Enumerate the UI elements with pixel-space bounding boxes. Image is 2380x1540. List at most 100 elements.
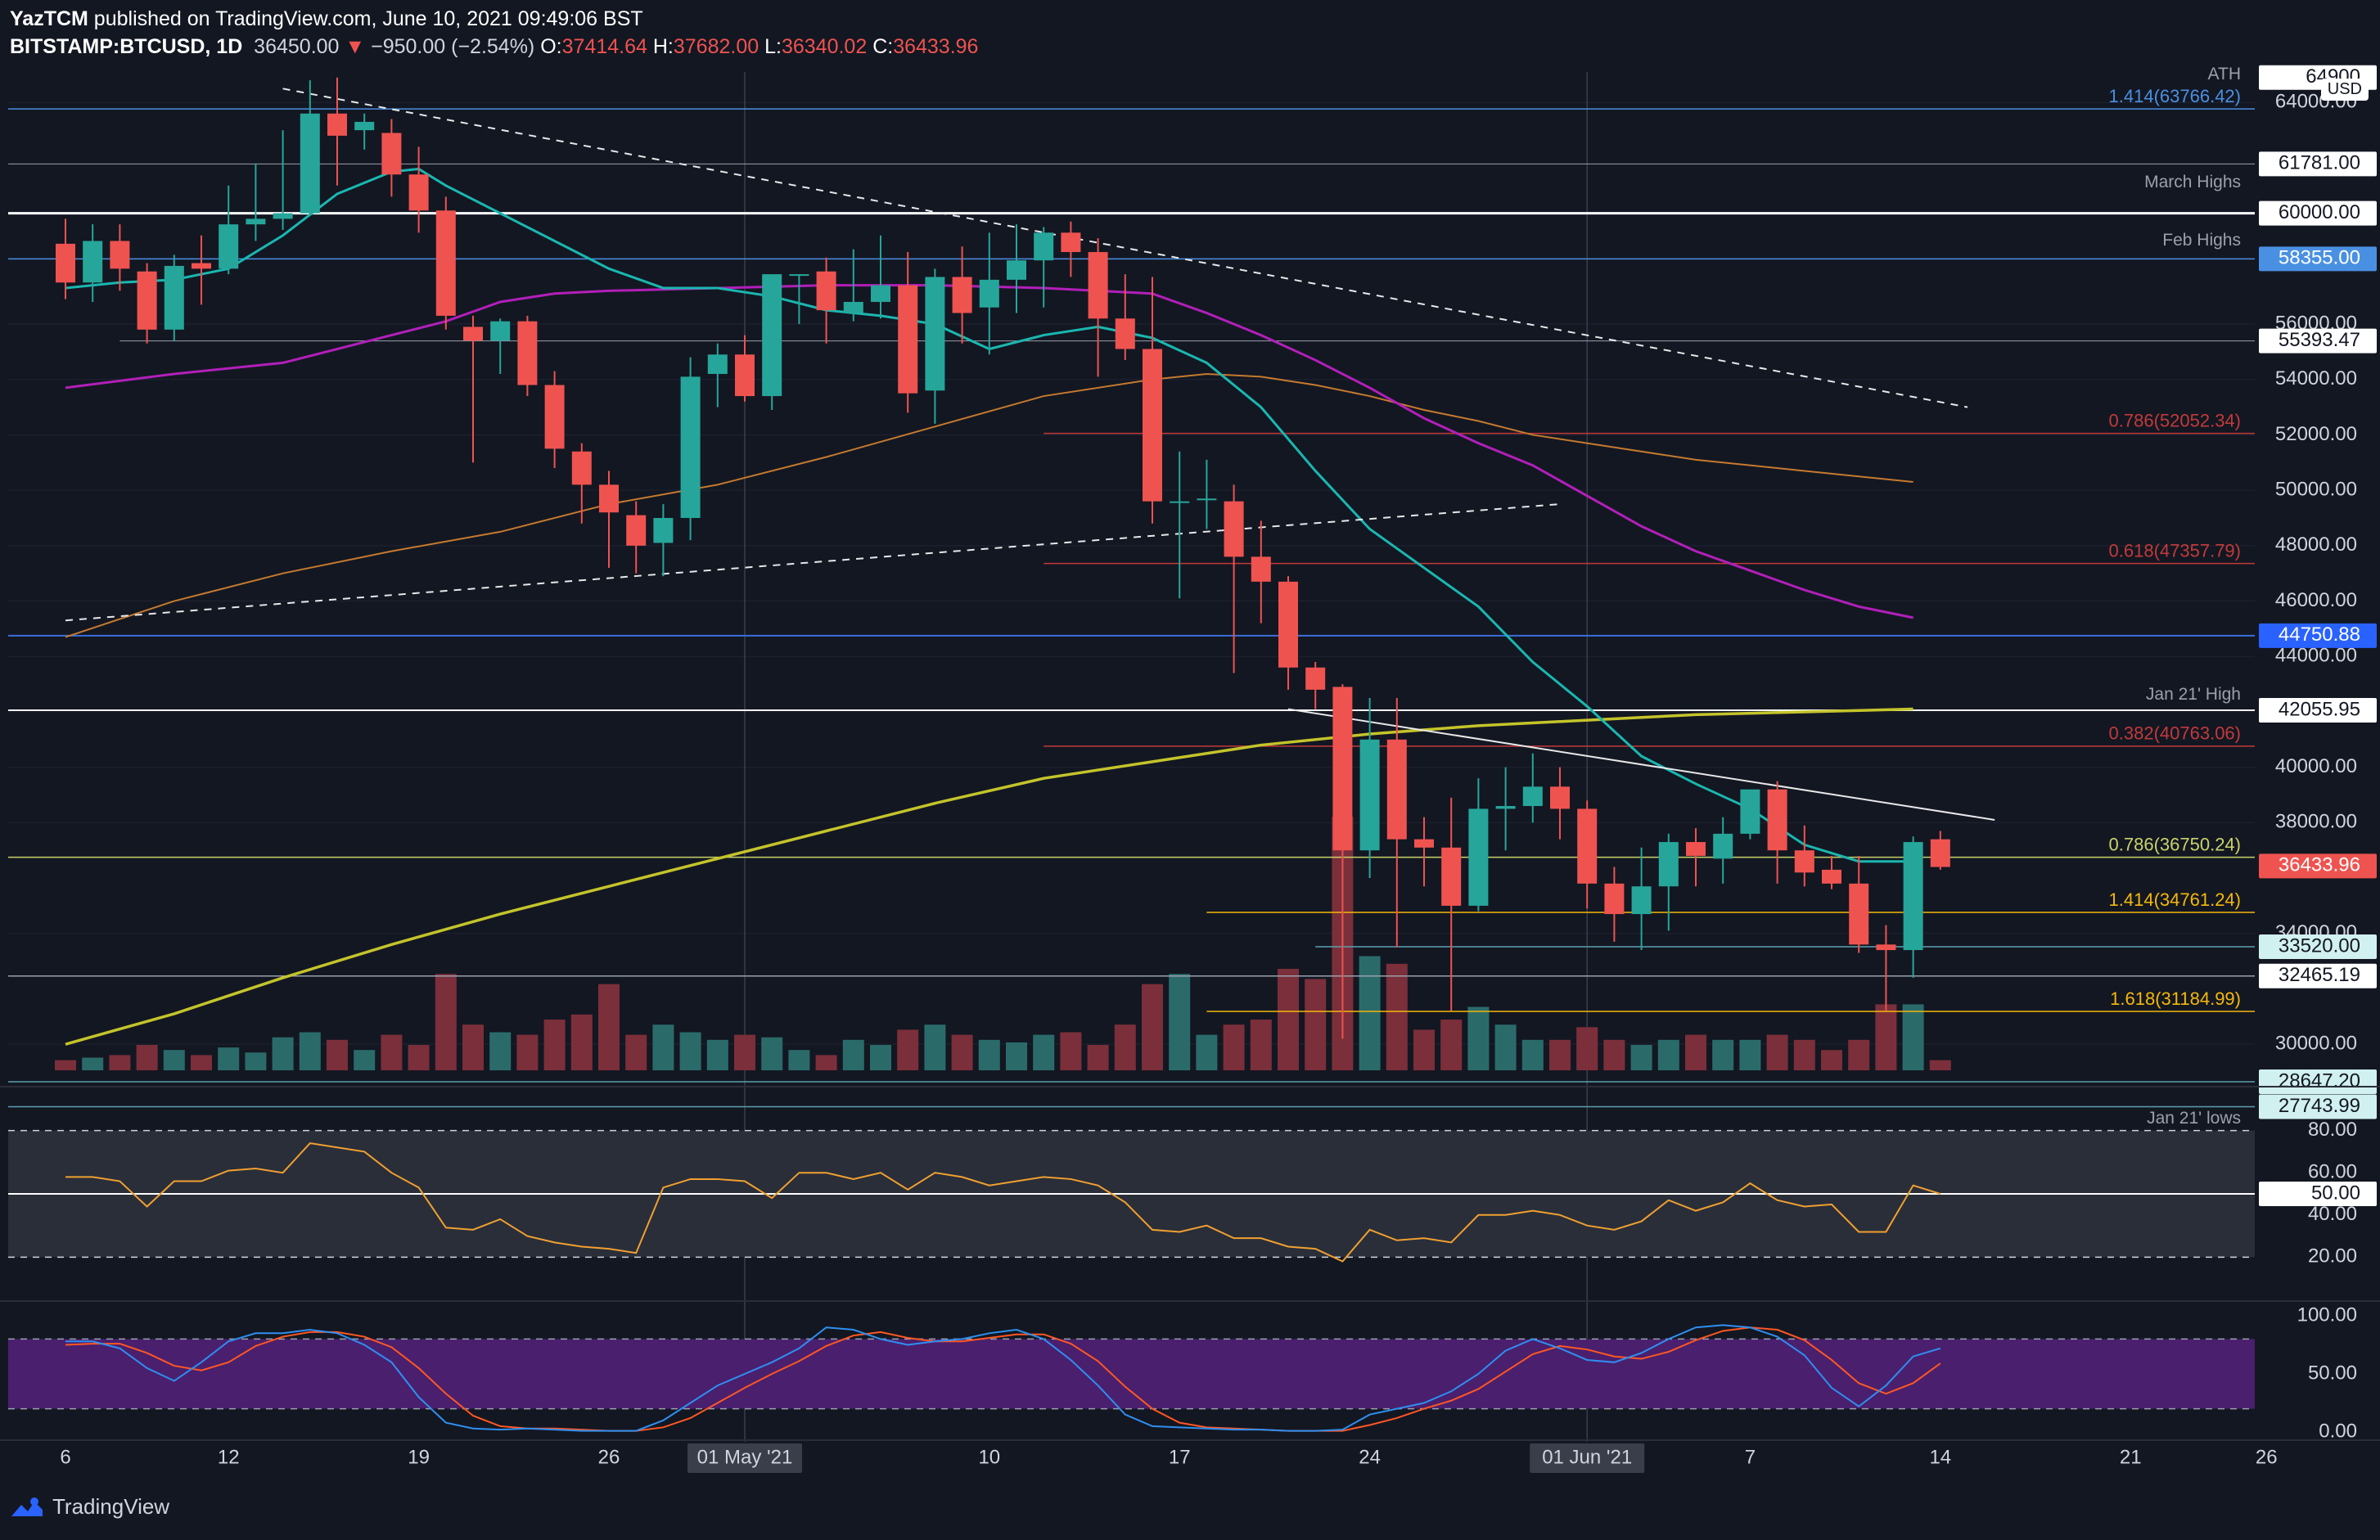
price-tick-label: 54000.00 xyxy=(2275,367,2357,390)
volume-bar xyxy=(815,1055,837,1070)
x-tick-label: 7 xyxy=(1745,1446,1756,1468)
price-tag-label: 61781.00 xyxy=(2279,152,2360,174)
candle-body xyxy=(1794,850,1814,873)
volume-bar xyxy=(1929,1060,1951,1070)
candle-body xyxy=(1822,869,1841,884)
volume-bar xyxy=(1603,1039,1625,1070)
candle-body xyxy=(1631,886,1652,915)
volume-bar xyxy=(218,1047,240,1070)
candle-body xyxy=(1876,944,1896,951)
volume-bar xyxy=(489,1032,512,1070)
open-value: 37414.64 xyxy=(561,35,647,58)
currency-chip[interactable]: USD xyxy=(2320,79,2369,101)
price-tick-label: 30000.00 xyxy=(2275,1032,2357,1054)
price-tick-label: 46000.00 xyxy=(2275,589,2357,611)
volume-bar xyxy=(570,1014,593,1070)
volume-bar xyxy=(1821,1050,1842,1070)
rsi-line xyxy=(65,1142,1941,1263)
candle-body xyxy=(1224,501,1244,557)
rsi-tick-label: 20.00 xyxy=(2308,1245,2357,1268)
candle-body xyxy=(1034,232,1054,261)
level-label: 1.414(34761.24) xyxy=(2109,889,2241,910)
volume-bar xyxy=(897,1029,919,1070)
price-tick-label: 38000.00 xyxy=(2275,811,2357,833)
candle-body xyxy=(164,265,184,330)
volume-bar xyxy=(924,1024,946,1070)
candle-body xyxy=(762,274,782,397)
x-tick-label: 26 xyxy=(598,1446,620,1468)
candle-body xyxy=(1061,232,1081,253)
candle-body xyxy=(381,133,402,175)
price-tag xyxy=(2259,934,2377,959)
publisher-name[interactable]: YazTCM xyxy=(10,7,88,30)
stoch-band xyxy=(8,1339,2255,1409)
stoch-tick-label: 50.00 xyxy=(2308,1362,2357,1384)
price-tick-label: 50000.00 xyxy=(2275,478,2357,500)
low-key: L: xyxy=(764,35,782,58)
high-key: H: xyxy=(652,35,674,58)
tradingview-logo-icon xyxy=(11,1497,43,1516)
stoch-tick-label: 0.00 xyxy=(2319,1420,2357,1442)
volume-bar xyxy=(951,1034,973,1070)
volume-bar xyxy=(543,1020,566,1070)
candle-body xyxy=(354,121,375,131)
volume-bar xyxy=(1305,979,1327,1070)
price-tag-label: 33520.00 xyxy=(2279,934,2360,957)
volume-bar xyxy=(1494,1024,1517,1070)
price-tick-label: 52000.00 xyxy=(2275,423,2357,445)
volume-bar xyxy=(55,1060,76,1070)
volume-bar xyxy=(191,1055,212,1070)
close-key: C: xyxy=(872,35,894,58)
candle-body xyxy=(408,174,429,211)
level-label: 0.382(40763.06) xyxy=(2109,723,2241,744)
candle-body xyxy=(1468,808,1489,906)
volume-bar xyxy=(1278,969,1299,1070)
candle-body xyxy=(1197,498,1217,501)
candle-body xyxy=(952,277,972,313)
volume-bar xyxy=(1521,1039,1544,1070)
candle-body xyxy=(1115,318,1135,349)
candle-body xyxy=(1550,786,1570,809)
candle-body xyxy=(1386,739,1407,840)
x-tick-label: 6 xyxy=(60,1446,70,1468)
volume-bar xyxy=(1114,1024,1136,1070)
symbol-label[interactable]: BITSTAMP:BTCUSD, 1D xyxy=(10,35,243,58)
volume-bar xyxy=(1386,963,1408,1070)
x-tick-label: 19 xyxy=(408,1446,430,1468)
down-arrow-icon: ▼ xyxy=(345,35,366,58)
price-tick-label: 40000.00 xyxy=(2275,755,2357,777)
rsi-tick-label: 40.00 xyxy=(2308,1203,2357,1225)
price-tick-label: 44000.00 xyxy=(2275,645,2357,667)
candle-body xyxy=(1495,806,1516,809)
tradingview-brand[interactable]: TradingView xyxy=(10,1494,169,1520)
x-tick-label: 01 May '21 xyxy=(697,1446,793,1468)
ma200-line xyxy=(65,707,1913,1046)
last-price: 36450.00 xyxy=(254,35,340,58)
candle-body xyxy=(56,243,75,283)
x-tick-label: 21 xyxy=(2120,1446,2142,1468)
candle-body xyxy=(571,451,592,485)
volume-bar xyxy=(1793,1039,1815,1070)
price-tag-label: 42055.95 xyxy=(2279,698,2360,720)
candle-body xyxy=(626,515,647,546)
annotation-label: Feb Highs xyxy=(2162,231,2241,250)
volume-bar xyxy=(381,1034,403,1070)
candle-body xyxy=(1332,687,1353,851)
candle-body xyxy=(925,277,945,391)
volume-bar xyxy=(706,1039,728,1070)
candle-body xyxy=(273,213,293,219)
volume-bar xyxy=(516,1034,539,1070)
volume-bar xyxy=(1467,1006,1490,1070)
volume-bar xyxy=(272,1037,294,1070)
candle-body xyxy=(110,241,130,269)
candle-body xyxy=(1143,349,1162,502)
volume-bar xyxy=(299,1032,321,1070)
candle-body xyxy=(1278,581,1298,668)
level-label: 0.786(36750.24) xyxy=(2109,834,2241,854)
candle-body xyxy=(843,301,863,313)
volume-bar xyxy=(1875,1004,1897,1070)
price-tag-label: 28647.20 xyxy=(2279,1069,2360,1092)
annotation-label: ATH xyxy=(2208,65,2241,83)
